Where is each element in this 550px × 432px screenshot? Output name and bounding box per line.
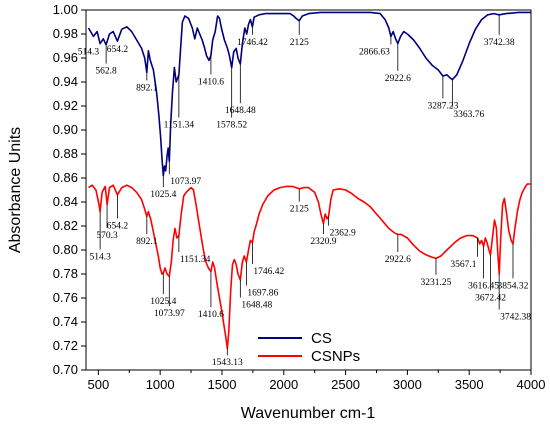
y-tick-label: 0.94 <box>53 74 78 89</box>
y-tick-label: 0.84 <box>53 194 78 209</box>
y-tick-label: 0.70 <box>53 362 78 377</box>
peak-label: 1025.4 <box>150 297 176 307</box>
x-tick-label: 2000 <box>269 377 298 392</box>
peak-label: 562.8 <box>95 67 117 77</box>
peak-label: 3742.38 <box>484 38 515 48</box>
x-tick-label: 3500 <box>455 377 484 392</box>
y-axis: 0.70 0.72 0.74 0.76 0.78 0.80 0.82 0.84 0.86 0.88… <box>53 2 86 377</box>
peak-label: 570.3 <box>96 231 118 241</box>
peak-label: 2320.9 <box>310 237 336 247</box>
peak-label: 892.1 <box>136 237 158 247</box>
y-axis-title: Absorbance Units <box>7 127 24 253</box>
peak-annotations: 514.3 562.8 654.2 892.1 1025.4 1073.97 1151.34… <box>78 14 531 368</box>
x-tick-label: 3000 <box>393 377 422 392</box>
peak-label: 3742.38 <box>500 313 531 323</box>
legend-label-cs: CS <box>311 330 332 347</box>
x-axis: 500 1000 1500 2000 2500 3000 3500 4000 <box>88 370 546 392</box>
peak-label: 1025.4 <box>150 190 176 200</box>
peak-label: 1746.42 <box>237 38 268 48</box>
peak-label: 1648.48 <box>225 106 256 116</box>
plot-frame <box>85 9 532 371</box>
legend-label-csnps: CSNPs <box>311 348 360 365</box>
peak-label: 3567.1 <box>450 260 476 270</box>
y-tick-label: 0.74 <box>53 314 78 329</box>
peak-label: 1578.52 <box>216 121 247 131</box>
x-tick-label: 1000 <box>146 377 175 392</box>
peak-label: 1648.48 <box>241 301 272 311</box>
peak-label: 654.2 <box>107 45 129 55</box>
peak-label: 892.1 <box>136 83 158 93</box>
x-axis-title: Wavenumber cm-1 <box>241 405 376 422</box>
peak-label: 2866.63 <box>359 47 390 57</box>
peak-label: 654.2 <box>107 221 129 231</box>
y-tick-label: 0.90 <box>53 122 78 137</box>
peak-label: 2922.6 <box>385 74 411 84</box>
peak-label: 2362.9 <box>330 229 356 239</box>
peak-label: 1073.97 <box>170 177 201 187</box>
peak-label: 3672.42 <box>475 293 506 303</box>
peak-label: 2125 <box>290 205 309 215</box>
y-tick-label: 0.96 <box>53 50 78 65</box>
x-tick-label: 2500 <box>331 377 360 392</box>
y-tick-label: 0.88 <box>53 146 78 161</box>
y-tick-label: 1.00 <box>53 2 78 17</box>
series-lines <box>87 11 531 350</box>
peak-label: 1543.13 <box>212 358 243 368</box>
y-tick-label: 0.72 <box>53 338 78 353</box>
peak-label: 1746.42 <box>253 267 284 277</box>
peak-label: 2125 <box>290 38 309 48</box>
peak-label: 1410.6 <box>198 310 224 320</box>
peak-label: 3616.45 <box>468 281 499 291</box>
peak-label: 514.3 <box>78 47 100 57</box>
y-tick-label: 0.80 <box>53 242 78 257</box>
y-tick-label: 0.92 <box>53 98 78 113</box>
y-tick-label: 0.86 <box>53 170 78 185</box>
peak-label: 2922.6 <box>385 255 411 265</box>
peak-label: 3287.23 <box>427 101 458 111</box>
peak-label: 514.3 <box>89 253 111 263</box>
peak-label: 1151.34 <box>180 255 211 265</box>
peak-label: 1410.6 <box>198 77 224 87</box>
x-tick-label: 500 <box>88 377 110 392</box>
y-tick-label: 0.82 <box>53 218 78 233</box>
series-line-cs <box>87 11 531 177</box>
peak-label: 3231.25 <box>421 278 452 288</box>
x-tick-label: 4000 <box>517 377 546 392</box>
y-tick-label: 0.78 <box>53 266 78 281</box>
series-line-csnps <box>88 183 531 350</box>
peak-label: 3363.76 <box>453 110 484 120</box>
x-tick-label: 1500 <box>208 377 237 392</box>
legend: CS CSNPs <box>258 330 360 365</box>
peak-label: 1697.86 <box>247 289 278 299</box>
peak-label: 1073.97 <box>154 309 185 319</box>
peak-label: 3854.32 <box>498 281 529 291</box>
y-tick-label: 0.98 <box>53 26 78 41</box>
y-tick-label: 0.76 <box>53 290 78 305</box>
peak-label: 1151.34 <box>164 121 195 131</box>
